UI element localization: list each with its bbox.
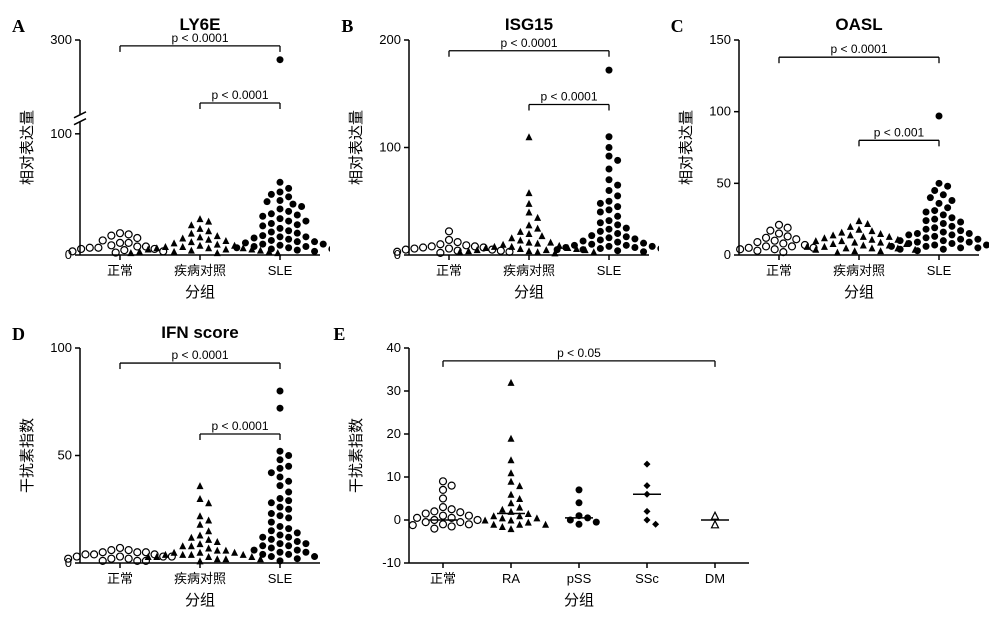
panel-letter-c: C — [671, 16, 684, 37]
svg-text:p < 0.0001: p < 0.0001 — [171, 31, 228, 45]
svg-text:相对表达量: 相对表达量 — [348, 110, 365, 185]
figure-grid: A LY6E正常疾病对照SLE分组0100300相对表达量p < 0.0001p… — [10, 10, 990, 618]
svg-text:p < 0.0001: p < 0.0001 — [830, 42, 887, 56]
svg-text:正常: 正常 — [436, 263, 462, 278]
svg-text:正常: 正常 — [107, 263, 133, 278]
panel-b: B ISG15正常疾病对照SLE分组0100200相对表达量p < 0.0001… — [339, 10, 660, 310]
svg-text:ISG15: ISG15 — [505, 15, 553, 34]
svg-text:10: 10 — [387, 469, 401, 484]
svg-text:正常: 正常 — [430, 571, 456, 586]
panel-e: E 正常RApSSSScDM分组-10010203040干扰素指数p < 0.0… — [339, 318, 990, 618]
svg-text:100: 100 — [50, 340, 72, 355]
svg-text:SLE: SLE — [268, 571, 293, 586]
svg-text:SSc: SSc — [635, 571, 659, 586]
svg-text:IFN score: IFN score — [161, 323, 238, 342]
panel-a: A LY6E正常疾病对照SLE分组0100300相对表达量p < 0.0001p… — [10, 10, 331, 310]
chart-b: ISG15正常疾病对照SLE分组0100200相对表达量p < 0.0001p … — [339, 10, 659, 310]
svg-text:100: 100 — [380, 140, 402, 155]
svg-text:0: 0 — [723, 247, 730, 262]
svg-text:疾病对照: 疾病对照 — [503, 263, 555, 278]
panel-letter-a: A — [12, 16, 25, 37]
svg-text:分组: 分组 — [844, 284, 874, 301]
svg-text:p < 0.05: p < 0.05 — [557, 346, 601, 360]
panel-letter-e: E — [333, 324, 345, 345]
svg-text:30: 30 — [387, 383, 401, 398]
svg-text:p < 0.0001: p < 0.0001 — [211, 88, 268, 102]
svg-text:SLE: SLE — [926, 263, 951, 278]
panel-letter-b: B — [341, 16, 353, 37]
svg-text:p < 0.0001: p < 0.0001 — [541, 90, 598, 104]
svg-text:疾病对照: 疾病对照 — [174, 571, 226, 586]
svg-text:疾病对照: 疾病对照 — [174, 263, 226, 278]
svg-text:100: 100 — [709, 104, 731, 119]
svg-text:干扰素指数: 干扰素指数 — [348, 418, 365, 493]
svg-text:分组: 分组 — [185, 284, 215, 301]
chart-c: OASL 正常 疾病对照 SLE 分组 0 50 100 150 相对表达量 p < 0.0001 p… — [669, 10, 989, 310]
svg-text:正常: 正常 — [107, 571, 133, 586]
svg-text:-10: -10 — [383, 555, 402, 570]
svg-text:分组: 分组 — [514, 284, 544, 301]
svg-text:干扰素指数: 干扰素指数 — [19, 418, 36, 493]
svg-text:p < 0.0001: p < 0.0001 — [211, 419, 268, 433]
svg-text:正常: 正常 — [766, 263, 792, 278]
svg-text:p < 0.0001: p < 0.0001 — [171, 348, 228, 362]
svg-text:相对表达量: 相对表达量 — [678, 110, 695, 185]
svg-text:50: 50 — [58, 448, 72, 463]
svg-text:p < 0.0001: p < 0.0001 — [501, 36, 558, 50]
svg-text:100: 100 — [50, 126, 72, 141]
panel-letter-d: D — [12, 324, 25, 345]
svg-text:分组: 分组 — [564, 592, 594, 609]
svg-text:200: 200 — [380, 32, 402, 47]
svg-text:RA: RA — [502, 571, 520, 586]
svg-text:20: 20 — [387, 426, 401, 441]
svg-text:DM: DM — [705, 571, 725, 586]
svg-text:相对表达量: 相对表达量 — [19, 110, 36, 185]
chart-e: 正常 RA pSS SSc DM 分组 -10 0 10 20 30 40 干扰素指数 p < 0.05 — [339, 318, 759, 618]
svg-text:300: 300 — [50, 32, 72, 47]
svg-text:p < 0.001: p < 0.001 — [873, 125, 924, 139]
chart-d: IFN score正常疾病对照SLE分组050100干扰素指数p < 0.000… — [10, 318, 330, 618]
svg-text:pSS: pSS — [567, 571, 592, 586]
svg-text:OASL: OASL — [835, 15, 882, 34]
svg-text:SLE: SLE — [268, 263, 293, 278]
chart-a: LY6E正常疾病对照SLE分组0100300相对表达量p < 0.0001p <… — [10, 10, 330, 310]
svg-text:40: 40 — [387, 340, 401, 355]
svg-text:分组: 分组 — [185, 592, 215, 609]
svg-text:SLE: SLE — [597, 263, 622, 278]
svg-text:150: 150 — [709, 32, 731, 47]
svg-text:50: 50 — [716, 175, 730, 190]
svg-text:0: 0 — [394, 512, 401, 527]
svg-text:疾病对照: 疾病对照 — [833, 263, 885, 278]
panel-d: D IFN score正常疾病对照SLE分组050100干扰素指数p < 0.0… — [10, 318, 331, 618]
panel-c: C OASL 正常 疾病对照 SLE 分组 0 50 100 150 相对表达量 p < 0.000… — [669, 10, 990, 310]
